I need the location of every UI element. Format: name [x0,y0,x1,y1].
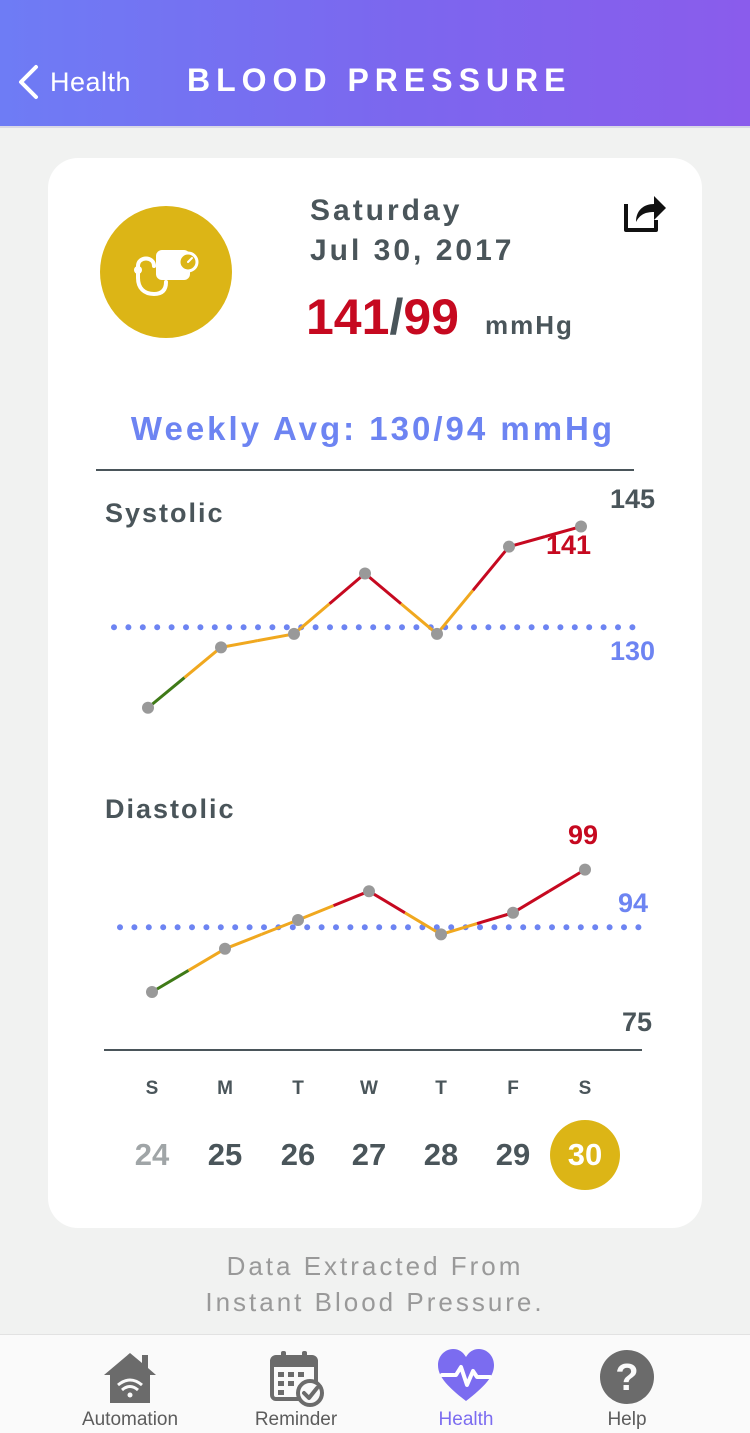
weekday-label: M [217,1078,233,1099]
weekday-label: F [507,1078,519,1099]
systolic-line-segment [183,646,222,679]
diastolic-line-segment [151,969,190,994]
blood-pressure-card: Saturday Jul 30, 2017 141 / 99 mmHg Week… [48,158,702,1228]
tab-reminder[interactable]: Reminder [216,1335,376,1433]
date-item[interactable]: 28 [423,1137,459,1172]
systolic-line-segment [293,602,331,636]
data-source-note: Data Extracted From Instant Blood Pressu… [0,1248,750,1320]
tab-health-label: Health [438,1409,494,1430]
weekday-label: S [145,1078,159,1099]
tab-reminder-label: Reminder [254,1409,338,1430]
reading-day: Saturday [310,194,463,227]
diastolic-avg-label: 94 [618,888,648,918]
systolic-max-label: 145 [610,484,655,514]
systolic-point [503,540,515,553]
diastolic-point [292,914,304,926]
systolic-point [431,627,443,640]
diastolic-line-segment [476,911,514,926]
diastolic-line-segment [368,889,406,915]
systolic-line-segment [471,545,511,592]
diastolic-line-segment [548,868,586,893]
share-icon[interactable] [620,188,668,236]
home-wifi-icon [104,1353,156,1403]
systolic-point [215,641,227,654]
calendar-check-icon [270,1351,324,1407]
divider [96,469,634,471]
chart-baseline [104,1049,642,1051]
diastolic-point [363,885,375,898]
svg-text:?: ? [615,1357,638,1399]
diastolic-value: 99 [403,289,459,345]
date-item[interactable]: 25 [207,1137,243,1172]
diastolic-line-segment [404,911,442,936]
reading-separator: / [389,289,404,345]
app-header: Health BLOOD PRESSURE [0,0,750,128]
weekday-label: S [578,1078,592,1099]
date-row: 24 25 26 27 28 29 30 [48,1120,702,1192]
weekday-label: W [360,1078,378,1099]
tab-help[interactable]: ? Help [547,1335,707,1433]
question-icon: ? [600,1350,654,1404]
chevron-left-icon [19,65,38,99]
diastolic-line-segment [260,918,299,936]
diastolic-min-label: 75 [622,1007,652,1037]
systolic-value: 141 [306,289,390,345]
back-label: Health [50,66,132,97]
tab-automation[interactable]: Automation [50,1335,210,1433]
systolic-line-segment [544,525,582,539]
tab-automation-label: Automation [81,1409,179,1430]
source-line-1: Data Extracted From [226,1251,524,1281]
diastolic-point [146,986,158,998]
weekly-average: Weekly Avg: 130/94 mmHg [130,410,616,447]
tab-help-label: Help [607,1409,647,1430]
systolic-point [575,520,587,533]
diastolic-point [507,906,519,919]
date-item[interactable]: 29 [495,1137,531,1172]
systolic-line-segment [364,572,402,605]
date-selected[interactable]: 30 [550,1120,620,1190]
systolic-label: Systolic [105,498,225,528]
diastolic-line-segment [440,922,478,936]
diastolic-point [579,863,591,876]
weekday-label: T [292,1078,304,1099]
tab-health[interactable]: Health [386,1335,546,1433]
systolic-point [288,627,300,640]
reading-unit: mmHg [484,310,574,340]
systolic-line-segment [400,602,438,636]
systolic-line-segment [147,676,186,709]
systolic-line-segment [257,632,295,643]
diastolic-line-segment [512,889,550,915]
date-item[interactable]: 26 [280,1137,316,1172]
diastolic-line-segment [224,933,263,951]
heart-pulse-icon [438,1349,494,1401]
date-item[interactable]: 27 [351,1137,387,1172]
blood-pressure-monitor-icon [100,206,232,338]
source-line-2: Instant Blood Pressure. [205,1287,545,1317]
date-item[interactable]: 24 [134,1137,170,1172]
systolic-line-segment [328,572,366,605]
reading-date: Jul 30, 2017 [310,234,515,267]
systolic-line-segment [220,639,258,649]
diastolic-point [435,928,447,941]
weekday-label: T [435,1078,447,1099]
back-button[interactable]: Health [16,62,131,102]
systolic-value-label: 141 [546,530,591,560]
diastolic-line-segment [187,947,226,972]
tab-bar: Automation Reminder Health ? H [0,1334,750,1433]
diastolic-value-label: 99 [568,820,598,850]
systolic-line-segment [435,589,475,635]
systolic-point [142,701,154,714]
diastolic-line-segment [332,889,370,907]
page-title: BLOOD PRESSURE [187,62,572,98]
reading-value: 141 / 99 mmHg [306,288,574,346]
systolic-line-segment [508,535,546,549]
systolic-point [359,567,371,580]
systolic-avg-label: 130 [610,636,655,666]
diastolic-point [219,942,231,955]
diastolic-line-segment [297,904,335,922]
diastolic-label: Diastolic [105,794,236,824]
